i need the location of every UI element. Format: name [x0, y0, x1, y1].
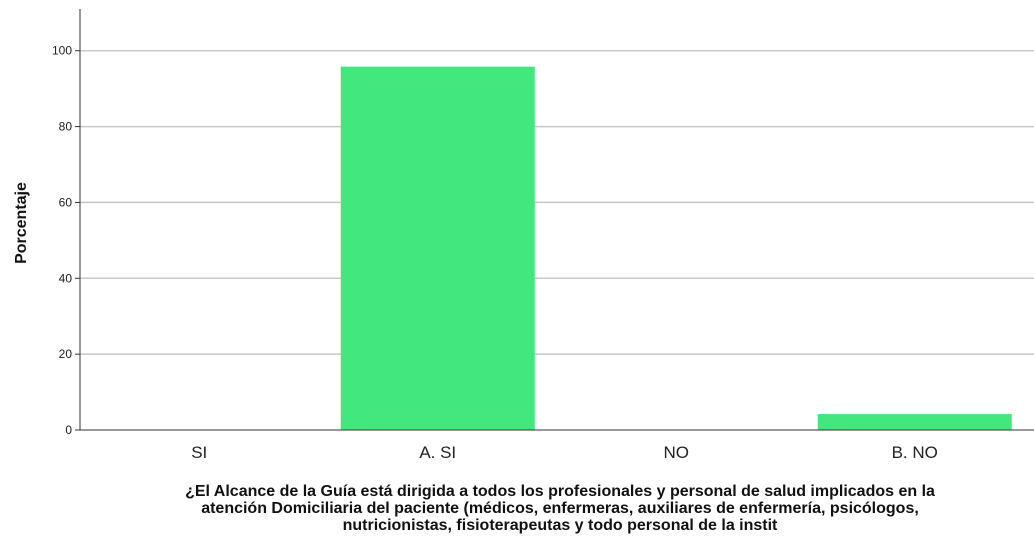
axes — [75, 9, 1034, 431]
y-tick-labels: 0 20 40 60 80 100 — [52, 44, 72, 437]
y-tick-label: 80 — [59, 120, 73, 134]
gridlines — [80, 49, 1034, 355]
bar-a-si — [340, 66, 535, 430]
x-axis-label-line: nutricionistas, fisioterapeutas y todo p… — [343, 517, 778, 534]
x-tick-label: SI — [191, 443, 207, 462]
y-tick-label: 60 — [59, 195, 73, 209]
bars — [340, 66, 1012, 430]
x-tick-label: A. SI — [419, 443, 456, 462]
x-axis-label: ¿El Alcance de la Guía está dirigida a t… — [185, 483, 935, 534]
x-tick-label: NO — [664, 443, 690, 462]
x-axis-label-line: atención Domiciliaria del paciente (médi… — [201, 500, 919, 517]
x-axis-label-line: ¿El Alcance de la Guía está dirigida a t… — [185, 483, 935, 500]
y-tick-label: 0 — [65, 423, 72, 437]
y-tick-label: 100 — [52, 44, 72, 58]
bar-b-no — [817, 414, 1012, 430]
x-category-labels: SI A. SI NO B. NO — [191, 443, 938, 462]
y-tick-label: 20 — [59, 347, 73, 361]
x-tick-label: B. NO — [892, 443, 938, 462]
y-axis-label: Porcentaje — [13, 182, 30, 264]
y-tick-label: 40 — [59, 271, 73, 285]
